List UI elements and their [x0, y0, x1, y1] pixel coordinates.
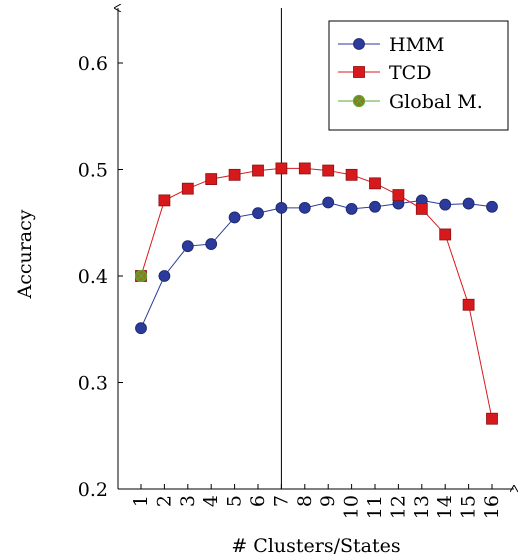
data-point — [439, 228, 452, 241]
data-point — [439, 198, 452, 211]
x-tick-label: 16 — [481, 495, 503, 519]
axes — [118, 8, 514, 489]
x-tick-label: 1 — [130, 495, 152, 507]
data-point — [392, 189, 405, 201]
data-point — [158, 194, 171, 207]
y-tick-label: 0.2 — [78, 479, 108, 501]
x-axis-title: # Clusters/States — [231, 535, 400, 557]
legend-entry: HMM — [338, 34, 444, 56]
x-tick-label: 12 — [387, 495, 409, 519]
data-point — [181, 240, 194, 253]
data-point — [486, 412, 498, 425]
data-point — [369, 200, 381, 213]
data-point — [181, 182, 194, 195]
y-axis-title: Accuracy — [14, 209, 36, 299]
x-tick-label: 3 — [177, 495, 199, 507]
x-tick-label: 11 — [364, 495, 386, 519]
legend-label: TCD — [389, 62, 431, 84]
y-tick-label: 0.3 — [78, 373, 108, 395]
x-tick-label: 7 — [270, 495, 292, 507]
data-point — [322, 164, 335, 177]
y-tick-label: 0.4 — [78, 266, 108, 288]
data-point — [345, 168, 358, 181]
series-line — [140, 199, 493, 329]
x-tick-label: 2 — [153, 495, 175, 507]
legend-label: Global M. — [389, 91, 483, 113]
data-point — [462, 298, 475, 311]
data-point — [205, 238, 218, 250]
data-point — [486, 200, 498, 213]
data-point — [228, 168, 241, 181]
x-tick-label: 4 — [200, 495, 222, 507]
data-point — [462, 197, 475, 210]
data-point — [322, 196, 335, 209]
legend-entry: Global M. — [338, 91, 483, 113]
data-point — [415, 203, 428, 215]
legend: HMM TCD Global M. — [328, 20, 509, 131]
marker-cross-b — [354, 96, 364, 106]
data-point — [298, 162, 311, 175]
data-point — [158, 270, 171, 282]
x-tick-label: 10 — [341, 495, 363, 519]
x-tick-label: 8 — [294, 495, 316, 507]
y-tick-label: 0.6 — [78, 53, 108, 75]
x-tick-label: 14 — [434, 495, 456, 519]
marker-cross-b — [136, 271, 146, 281]
legend-entry: TCD — [338, 62, 431, 84]
data-point — [275, 201, 288, 214]
legend-swatch-marker — [353, 38, 365, 50]
series-layer — [134, 162, 498, 425]
data-point — [252, 164, 264, 177]
data-point — [228, 211, 241, 224]
data-point — [134, 269, 148, 283]
series-global-m — [134, 269, 148, 283]
legend-label: HMM — [389, 34, 444, 56]
data-point — [369, 177, 381, 190]
y-tick-label: 0.5 — [78, 160, 108, 182]
data-point — [345, 203, 358, 215]
data-point — [298, 201, 311, 214]
x-tick-label: 6 — [247, 495, 269, 507]
x-tick-label: 9 — [317, 495, 339, 507]
data-point — [252, 207, 264, 220]
data-point — [275, 162, 288, 175]
ticks-layer: 1 2 3 4 5 6 7 8 9 10 11 12 13 14 15 160.20.30.40.50.6 — [78, 53, 503, 519]
legend-swatch-marker — [353, 66, 365, 78]
series-hmm — [135, 194, 498, 335]
series-line — [140, 167, 493, 419]
data-point — [135, 322, 147, 335]
data-point — [205, 173, 218, 185]
legend-swatch-marker — [352, 94, 366, 108]
x-tick-label: 13 — [411, 495, 433, 519]
x-tick-label: 15 — [458, 495, 480, 519]
x-tick-label: 5 — [224, 495, 246, 507]
